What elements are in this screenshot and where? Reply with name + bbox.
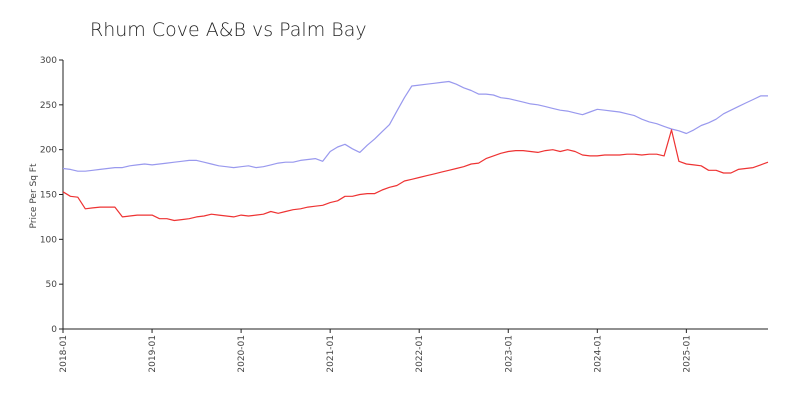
y-tick-label: 0 [51,325,57,335]
y-tick-label: 250 [40,101,57,111]
x-tick-label: 2022-01 [415,335,425,373]
x-tick-label: 2021-01 [326,335,336,373]
x-tick-label: 2018-01 [59,335,69,373]
y-tick-label: 200 [40,146,57,156]
y-tick-label: 150 [40,191,57,201]
y-tick-label: 300 [40,56,57,66]
series-line-2 [62,129,769,222]
x-tick-label: 2023-01 [504,335,514,373]
y-axis-label: Price Per Sq Ft [29,163,39,228]
y-tick-label: 100 [40,235,57,245]
y-tick-label: 50 [46,280,58,290]
chart-title: Rhum Cove A&B vs Palm Bay [90,19,367,41]
x-tick-label: 2020-01 [237,335,247,373]
series-line-1 [62,80,768,172]
axes: 0 50 100 150 200 250 300 2018-01 2019-01 2020-01 2… [40,56,768,373]
series-group [62,80,769,222]
x-tick-label: 2024-01 [593,335,603,373]
x-tick-label: 2019-01 [148,335,158,373]
x-tick-label: 2025-01 [682,335,692,373]
